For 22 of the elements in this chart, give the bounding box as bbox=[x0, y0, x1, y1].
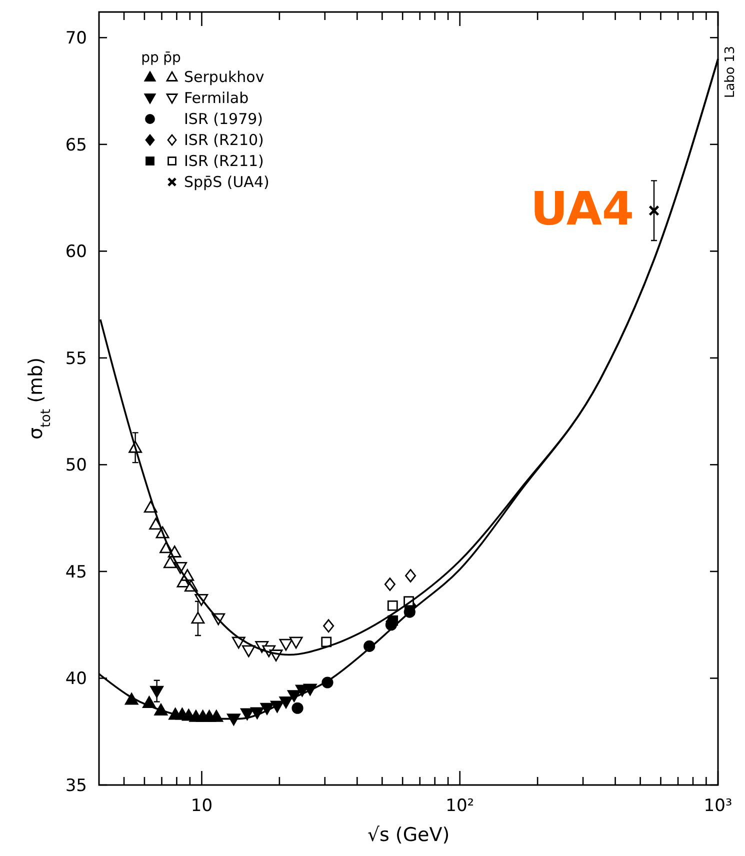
legend-label: Spp̄S (UA4) bbox=[184, 173, 270, 191]
legend-label: ISR (R211) bbox=[184, 152, 264, 170]
text: Labo 13 bbox=[723, 46, 738, 98]
y-tick-label: 35 bbox=[65, 776, 87, 796]
x-tick-label: 10 bbox=[190, 796, 213, 816]
y-tick-label: 40 bbox=[65, 669, 87, 690]
y-tick-label: 50 bbox=[65, 456, 87, 476]
annotation: UA4 bbox=[530, 182, 634, 236]
annotation: pp bbox=[141, 50, 159, 66]
annotation: p̄p bbox=[163, 50, 181, 66]
x-axis-title: √s (GeV) bbox=[367, 824, 450, 846]
y-tick-label: 45 bbox=[65, 562, 87, 582]
legend-label: Serpukhov bbox=[184, 68, 264, 86]
x-tick-label: 10² bbox=[446, 796, 474, 816]
y-tick-label: 65 bbox=[65, 135, 87, 156]
legend-label: ISR (1979) bbox=[184, 110, 264, 128]
y-tick-label: 70 bbox=[65, 28, 87, 49]
x-tick-label: 10³ bbox=[704, 796, 732, 816]
y-tick-label: 60 bbox=[65, 242, 87, 262]
legend-label: Fermilab bbox=[184, 89, 249, 107]
legend-label: ISR (R210) bbox=[184, 131, 264, 149]
y-tick-label: 55 bbox=[65, 348, 87, 369]
